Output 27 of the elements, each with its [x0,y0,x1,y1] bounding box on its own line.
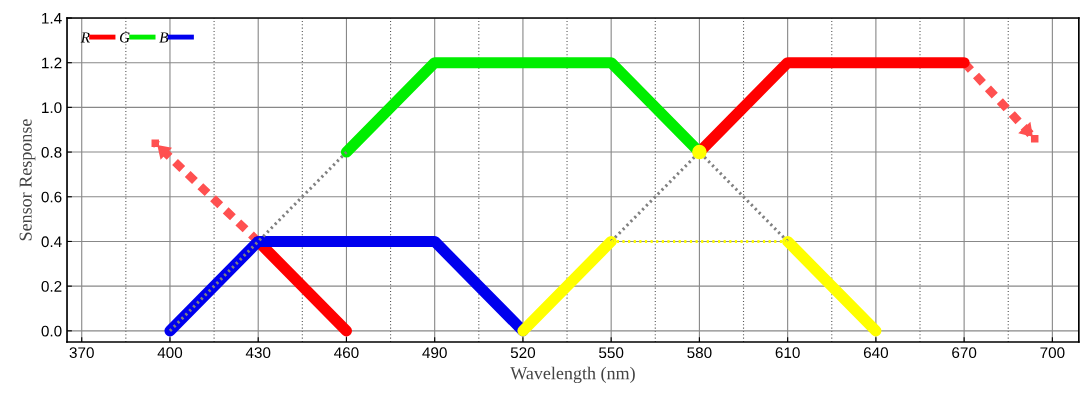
y-axis-title: Sensor Response [19,119,36,241]
x-tick-label: 370 [69,347,94,359]
legend-label: G [119,32,130,43]
y-tick-label: 1.2 [42,57,62,69]
legend-label: R [80,32,90,43]
x-tick-label: 430 [245,347,271,359]
legend-label: B [159,32,169,43]
y-tick-label: 0.2 [41,281,62,292]
x-tick-label: 550 [599,347,624,359]
point [692,144,707,160]
x-tick-label: 640 [863,347,889,359]
y-tick-label: 1.4 [42,13,62,24]
x-tick-label: 520 [510,347,536,359]
y-tick-label: 0.4 [41,236,62,248]
y-tick-label: 0.6 [41,191,62,203]
y-tick-label: 0.8 [41,146,62,158]
x-tick-label: 460 [334,347,359,359]
x-tick-label: 580 [687,347,712,359]
y-tick-label: 1.0 [42,102,62,114]
x-tick-label: 700 [1040,347,1065,359]
x-tick-label: 400 [157,347,183,359]
y-tick-label: 0.0 [41,325,62,337]
x-tick-label: 490 [422,347,447,359]
point [151,139,160,147]
x-tick-label: 610 [775,347,800,359]
x-axis-title: Wavelength (nm) [510,366,635,384]
x-tick-label: 670 [952,347,977,359]
